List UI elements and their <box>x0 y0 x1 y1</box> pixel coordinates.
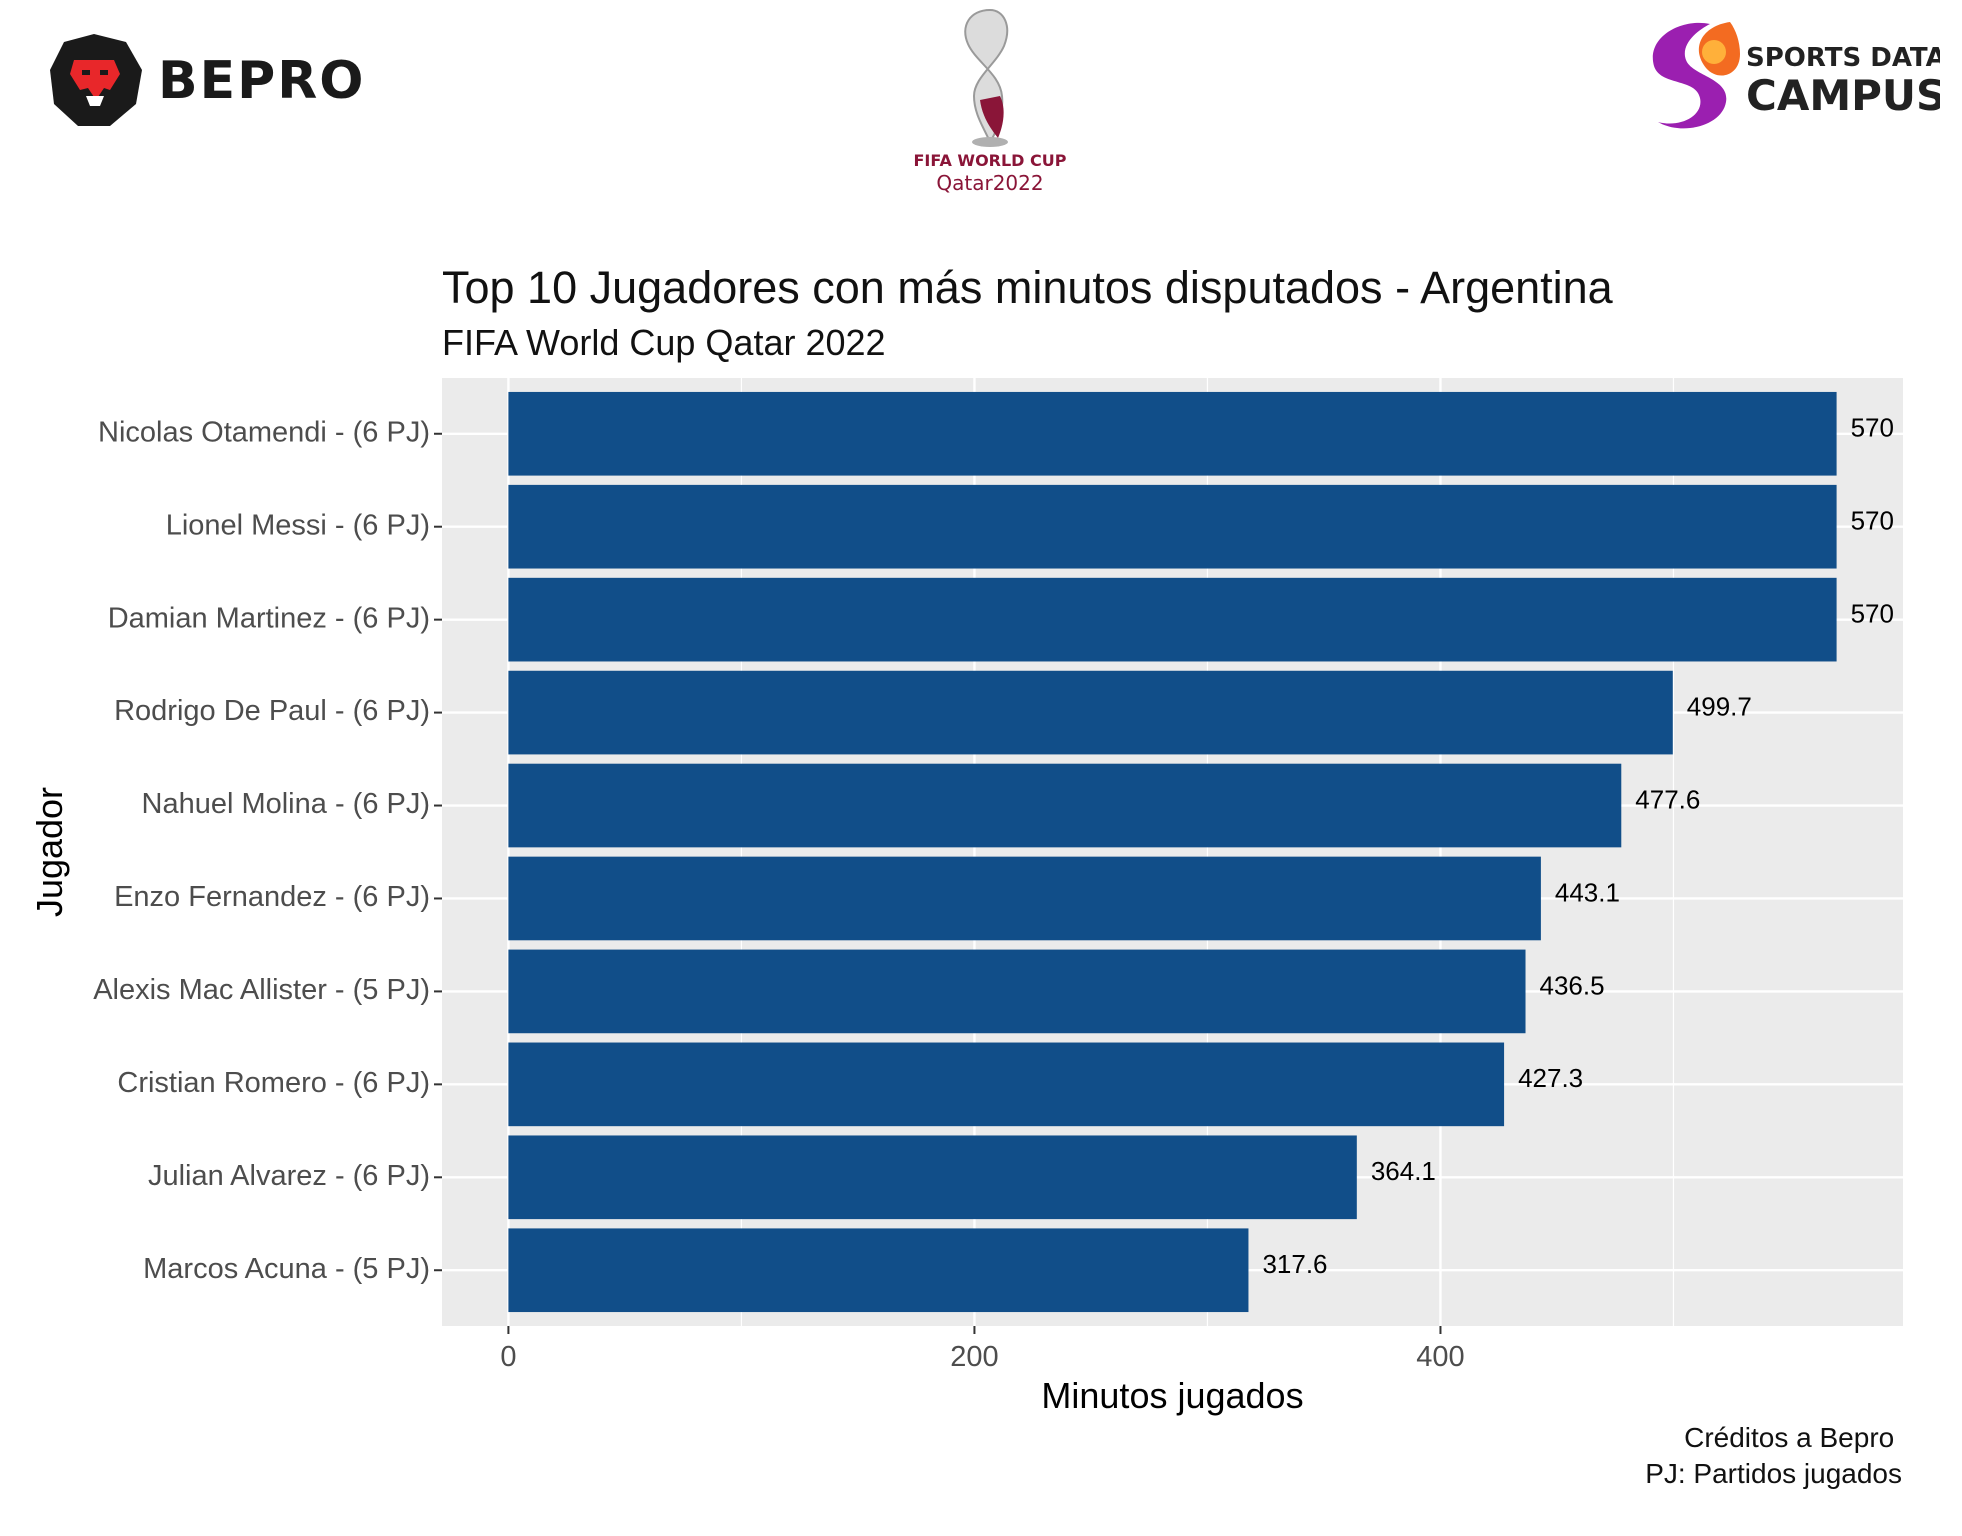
bar-value-label: 364.1 <box>1371 1156 1436 1186</box>
world-cup-trophy-icon <box>964 8 1009 147</box>
bar <box>508 763 1622 848</box>
y-axis: Nicolas Otamendi - (6 PJ) Lionel Messi - … <box>93 416 442 1285</box>
x-tick-label: 400 <box>1416 1341 1464 1373</box>
world-cup-logo-line1: FIFA WORLD CUP <box>913 151 1066 170</box>
sdc-logo-line1: SPORTS DATA <box>1746 43 1940 73</box>
y-tick-label: Alexis Mac Allister - (5 PJ) <box>93 974 430 1006</box>
bar-value-label: 477.6 <box>1635 784 1700 814</box>
bar-value-label: 427.3 <box>1518 1063 1583 1093</box>
x-tick-label: 0 <box>500 1341 516 1373</box>
caption-credits: Créditos a Bepro <box>1684 1422 1902 1453</box>
x-axis-title: Minutos jugados <box>1041 1375 1303 1416</box>
bar-value-label: 570 <box>1851 413 1894 443</box>
sports-data-campus-logo: SPORTS DATA CAMPUS <box>1652 22 1940 129</box>
bar <box>508 1042 1505 1127</box>
bar <box>508 484 1837 569</box>
bar-value-label: 317.6 <box>1262 1249 1327 1279</box>
chart-subtitle: FIFA World Cup Qatar 2022 <box>442 322 886 363</box>
lion-head-icon <box>50 34 142 126</box>
x-axis: 0 200 400 <box>500 1326 1465 1373</box>
y-axis-title: Jugador <box>29 787 70 917</box>
bar <box>508 391 1837 476</box>
y-tick-label: Damian Martinez - (6 PJ) <box>108 602 430 634</box>
world-cup-logo-line2: Qatar2022 <box>936 171 1043 195</box>
bars <box>508 391 1837 1313</box>
bar-value-label: 570 <box>1851 599 1894 629</box>
y-tick-label: Julian Alvarez - (6 PJ) <box>148 1160 430 1192</box>
bar <box>508 670 1673 755</box>
caption: Créditos a Bepro PJ: Partidos jugados <box>1645 1420 1902 1492</box>
x-tick-label: 200 <box>950 1341 998 1373</box>
bar <box>508 1228 1249 1313</box>
swirl-s-icon <box>1652 22 1740 129</box>
world-cup-logo: FIFA WORLD CUP Qatar2022 <box>913 8 1067 195</box>
y-tick-label: Lionel Messi - (6 PJ) <box>166 509 430 541</box>
bar-value-label: 443.1 <box>1555 877 1620 907</box>
bar-value-label: 436.5 <box>1540 970 1605 1000</box>
bar <box>508 856 1541 941</box>
bar <box>508 1135 1357 1220</box>
y-tick-label: Nahuel Molina - (6 PJ) <box>142 788 431 820</box>
bar <box>508 577 1837 662</box>
data-labels: 570 570 570 499.7 477.6 443.1 436.5 427.3 364.1 3… <box>1262 413 1894 1279</box>
bar-value-label: 570 <box>1851 506 1894 536</box>
chart-title: Top 10 Jugadores con más minutos disputa… <box>442 262 1613 313</box>
y-tick-label: Enzo Fernandez - (6 PJ) <box>114 881 430 913</box>
caption-legend-note: PJ: Partidos jugados <box>1645 1458 1902 1489</box>
bar <box>508 949 1526 1034</box>
bepro-logo: BEPRO <box>50 34 366 126</box>
y-tick-label: Cristian Romero - (6 PJ) <box>117 1067 430 1099</box>
sdc-logo-line2: CAMPUS <box>1746 71 1940 120</box>
bar-value-label: 499.7 <box>1687 691 1752 721</box>
y-tick-label: Rodrigo De Paul - (6 PJ) <box>114 695 430 727</box>
y-tick-label: Nicolas Otamendi - (6 PJ) <box>98 416 430 448</box>
bepro-wordmark: BEPRO <box>158 51 366 111</box>
y-tick-label: Marcos Acuna - (5 PJ) <box>143 1253 430 1285</box>
